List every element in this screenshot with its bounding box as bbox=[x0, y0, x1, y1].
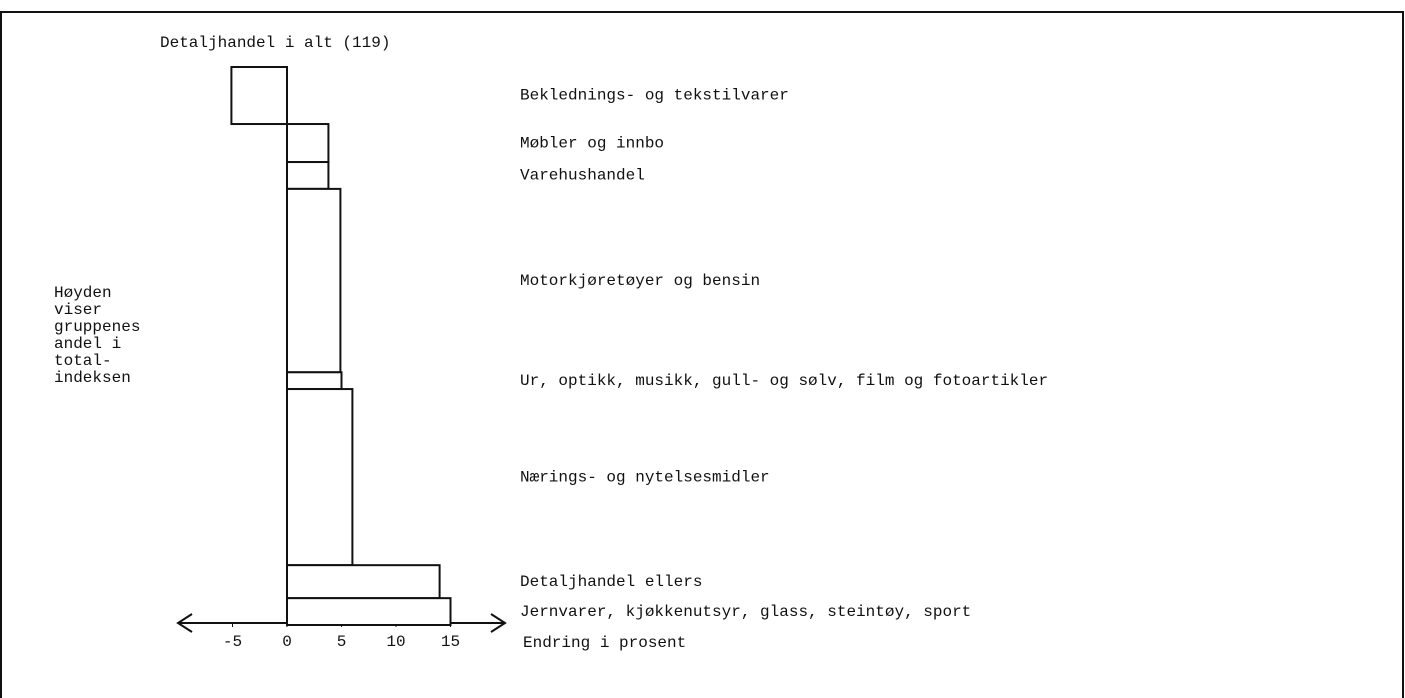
x-tick-label: 10 bbox=[386, 633, 405, 651]
bar bbox=[286, 161, 330, 190]
bar bbox=[286, 123, 330, 164]
bar bbox=[286, 564, 441, 600]
note-line: andel i bbox=[54, 335, 121, 353]
category-label: Ur, optikk, musikk, gull- og sølv, film … bbox=[520, 372, 1048, 390]
x-tick-label: 15 bbox=[441, 633, 460, 651]
note-line: indeksen bbox=[54, 369, 131, 387]
note-line: viser bbox=[54, 301, 102, 319]
frame bbox=[0, 11, 1404, 698]
axis-arrow bbox=[176, 613, 193, 633]
category-label: Jernvarer, kjøkkenutsyr, glass, steintøy… bbox=[520, 603, 971, 621]
category-label: Møbler og innbo bbox=[520, 134, 664, 152]
axis-arrow bbox=[490, 613, 507, 633]
x-axis-label: Endring i prosent bbox=[523, 634, 686, 652]
note-line: gruppenes bbox=[54, 318, 140, 336]
category-label: Detaljhandel ellers bbox=[520, 573, 702, 591]
bar bbox=[286, 187, 342, 374]
category-label: Motorkjøretøyer og bensin bbox=[520, 272, 760, 290]
category-label: Beklednings- og tekstilvarer bbox=[520, 87, 789, 105]
x-tick-label: 0 bbox=[282, 633, 292, 651]
note-line: Høyden bbox=[54, 284, 112, 302]
chart-title: Detaljhandel i alt (119) bbox=[160, 34, 390, 52]
bar bbox=[286, 388, 354, 567]
bar bbox=[230, 66, 289, 126]
x-tick-label: 5 bbox=[337, 633, 347, 651]
bar bbox=[286, 597, 452, 627]
bar bbox=[286, 371, 343, 391]
x-tick-label: -5 bbox=[223, 633, 242, 651]
category-label: Nærings- og nytelsesmidler bbox=[520, 468, 770, 486]
category-label: Varehushandel bbox=[520, 167, 645, 185]
note-line: total- bbox=[54, 352, 112, 370]
